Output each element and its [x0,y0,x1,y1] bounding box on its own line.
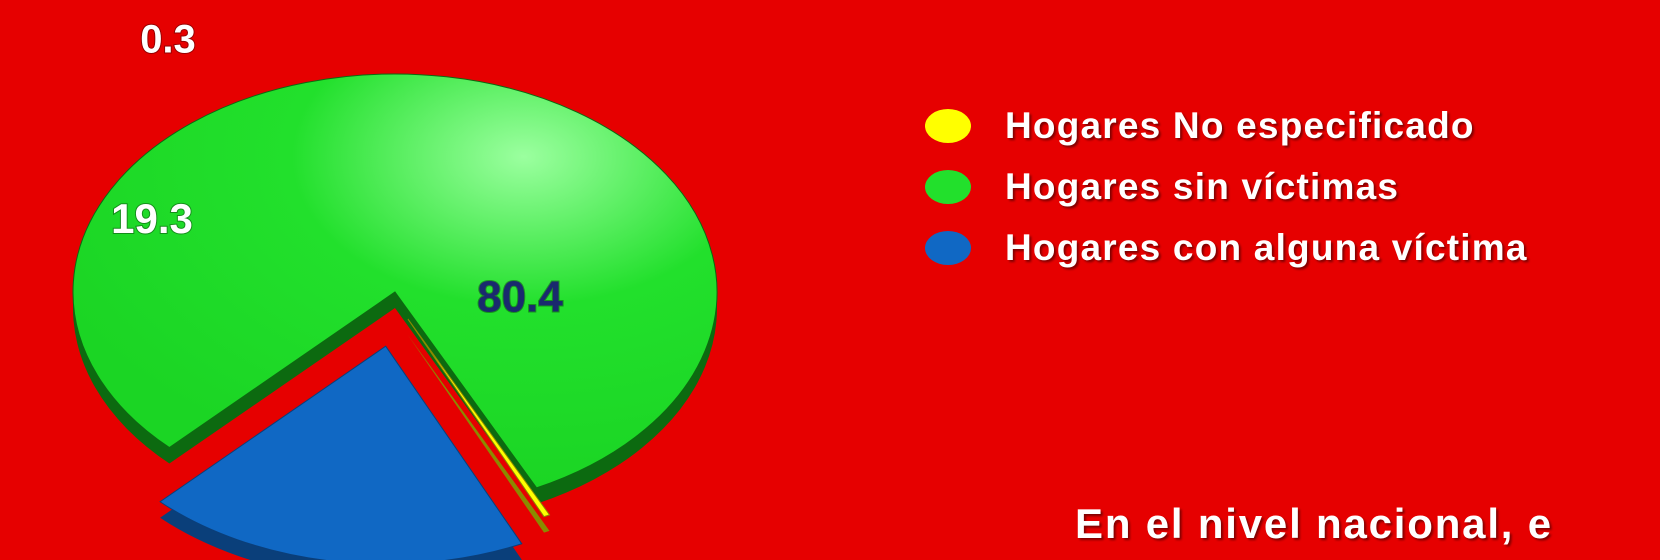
legend-label-sin-victimas: Hogares sin víctimas [1005,165,1400,207]
footer-caption: En el nivel nacional, e [1075,500,1553,547]
pie-slice-con-victima [159,345,523,560]
legend-swatch-no-especificado [925,108,971,143]
pie-slice-no-especificado [407,318,551,518]
legend-item-sin-victimas: Hogares sin víctimas [925,156,1528,217]
pie-slice-sin-victimas [72,73,718,489]
pie-chart: 0.3 80.4 19.3 [72,17,718,560]
legend-item-no-especificado: Hogares No especificado [925,95,1528,156]
data-label-no-especificado: 0.3 [140,18,196,62]
data-label-sin-victimas: 80.4 [477,273,563,322]
legend-label-no-especificado: Hogares No especificado [1005,104,1475,146]
legend-label-con-victima: Hogares con alguna víctima [1005,226,1528,268]
legend-swatch-sin-victimas [925,169,971,204]
legend-swatch-con-victima [925,230,971,265]
data-label-con-victima: 19.3 [111,195,193,242]
pie-slice-side-no-especificado [407,335,550,533]
legend-item-con-victima: Hogares con alguna víctima [925,217,1528,278]
chart-legend: Hogares No especificado Hogares sin víct… [925,95,1528,278]
